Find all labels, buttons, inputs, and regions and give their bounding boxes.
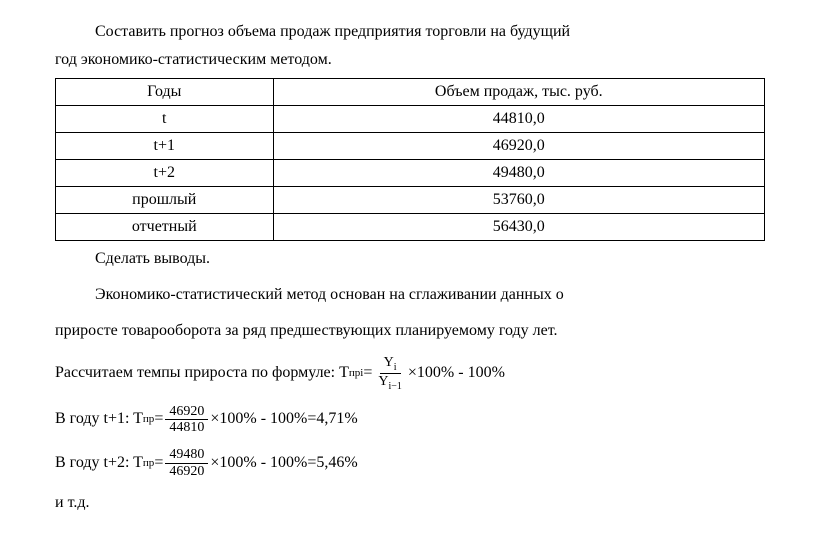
- fraction-numerator: 46920: [165, 404, 208, 420]
- table-row: прошлый 53760,0: [56, 187, 765, 214]
- calc-prefix: В году t+1: T: [55, 407, 143, 431]
- calc-suffix: ×100% - 100%=4,71%: [210, 407, 357, 431]
- formula-suffix: ×100% - 100%: [408, 361, 505, 385]
- calc-suffix: ×100% - 100%=5,46%: [210, 451, 357, 475]
- table-header-row: Годы Объем продаж, тыс. руб.: [56, 79, 765, 106]
- conclusion-text: Сделать выводы.: [55, 247, 765, 271]
- table-cell: t: [56, 106, 274, 133]
- intro-line-1: Составить прогноз объема продаж предприя…: [55, 20, 765, 44]
- fraction: Yi Yi−1: [374, 355, 406, 392]
- table-cell: прошлый: [56, 187, 274, 214]
- table-row: t+2 49480,0: [56, 160, 765, 187]
- table-row: t+1 46920,0: [56, 133, 765, 160]
- formula-sub: прi: [349, 365, 363, 382]
- table-cell: 44810,0: [273, 106, 764, 133]
- table-row: t 44810,0: [56, 106, 765, 133]
- etc-text: и т.д.: [55, 491, 765, 515]
- data-table: Годы Объем продаж, тыс. руб. t 44810,0 t…: [55, 78, 765, 241]
- table-cell: 56430,0: [273, 214, 764, 241]
- fraction-denominator: 44810: [165, 420, 208, 435]
- calc-t2-formula: В году t+2: Tпр= 49480 46920 ×100% - 100…: [55, 447, 765, 479]
- main-formula: Рассчитаем темпы прироста по формуле: Tп…: [55, 355, 765, 392]
- fraction-denominator: Yi−1: [374, 374, 406, 392]
- calc-t1-formula: В году t+1: Tпр= 46920 44810 ×100% - 100…: [55, 404, 765, 436]
- method-line-1: Экономико-статистический метод основан н…: [55, 283, 765, 307]
- fraction: 49480 46920: [165, 447, 208, 479]
- table-cell: отчетный: [56, 214, 274, 241]
- table-header-col1: Годы: [56, 79, 274, 106]
- fraction-numerator: 49480: [165, 447, 208, 463]
- method-line-2: приросте товарооборота за ряд предшеству…: [55, 319, 765, 343]
- formula-prefix: Рассчитаем темпы прироста по формуле: T: [55, 361, 349, 385]
- formula-eq: =: [363, 361, 372, 385]
- fraction-denominator: 46920: [165, 464, 208, 479]
- fraction: 46920 44810: [165, 404, 208, 436]
- table-cell: 53760,0: [273, 187, 764, 214]
- calc-eq: =: [154, 451, 163, 475]
- calc-prefix: В году t+2: T: [55, 451, 143, 475]
- table-header-col2: Объем продаж, тыс. руб.: [273, 79, 764, 106]
- table-cell: 49480,0: [273, 160, 764, 187]
- table-cell: 46920,0: [273, 133, 764, 160]
- calc-sub: пр: [143, 411, 154, 428]
- table-cell: t+1: [56, 133, 274, 160]
- fraction-numerator: Yi: [380, 355, 401, 374]
- intro-line-2: год экономико-статистическим методом.: [55, 48, 765, 72]
- table-row: отчетный 56430,0: [56, 214, 765, 241]
- calc-sub: пр: [143, 455, 154, 472]
- table-cell: t+2: [56, 160, 274, 187]
- calc-eq: =: [154, 407, 163, 431]
